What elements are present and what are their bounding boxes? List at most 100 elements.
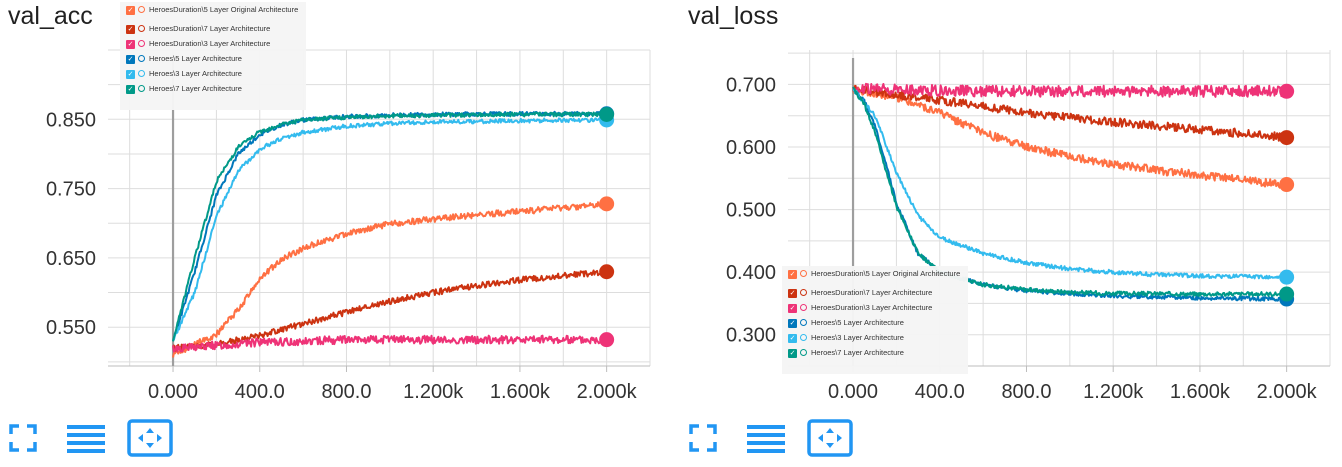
x-tick-label: 1.600k bbox=[490, 381, 551, 403]
x-tick-label: 1.600k bbox=[1170, 381, 1231, 403]
circle-icon bbox=[138, 55, 145, 62]
y-tick-label: 0.500 bbox=[726, 200, 776, 222]
y-tick-label: 0.750 bbox=[46, 179, 96, 201]
y-tick-label: 0.400 bbox=[726, 262, 776, 284]
checkbox-icon[interactable]: ✓ bbox=[788, 349, 797, 358]
legend-label: Heroes\7 Layer Architecture bbox=[149, 84, 242, 93]
checkbox-icon[interactable]: ✓ bbox=[126, 55, 135, 64]
x-tick-label: 1.200k bbox=[403, 381, 464, 403]
circle-icon bbox=[138, 25, 145, 32]
y-tick-label: 0.300 bbox=[726, 325, 776, 347]
series-end-point[interactable] bbox=[1279, 130, 1295, 146]
series-line bbox=[852, 82, 1288, 98]
data-series-list-icon bbox=[67, 425, 105, 453]
series-line bbox=[852, 84, 1288, 142]
x-tick-label: 400.0 bbox=[915, 381, 965, 403]
series-line bbox=[172, 334, 607, 353]
x-tick-label: 0.000 bbox=[828, 381, 878, 403]
series-end-point[interactable] bbox=[599, 332, 615, 348]
chart-title: val_loss bbox=[688, 2, 779, 30]
chart-legend: ✓ HeroesDuration\5 Layer Original Archite… bbox=[120, 2, 306, 110]
data-series-list-icon bbox=[747, 425, 785, 453]
series-end-point[interactable] bbox=[599, 264, 615, 280]
circle-icon bbox=[800, 270, 807, 277]
series-line bbox=[852, 86, 1288, 297]
circle-icon bbox=[800, 304, 807, 311]
fullscreen-icon bbox=[9, 424, 37, 452]
series-end-point[interactable] bbox=[599, 106, 615, 122]
legend-item[interactable]: ✓ HeroesDuration\7 Layer Architecture bbox=[126, 24, 300, 39]
circle-icon bbox=[800, 334, 807, 341]
fit-domain-button[interactable] bbox=[806, 416, 854, 460]
legend-label: Heroes\7 Layer Architecture bbox=[811, 348, 904, 357]
series-end-point[interactable] bbox=[1279, 177, 1295, 193]
series-line bbox=[852, 84, 1288, 189]
checkbox-icon[interactable]: ✓ bbox=[126, 70, 135, 79]
x-tick-label: 800.0 bbox=[321, 381, 371, 403]
series-line bbox=[172, 200, 608, 358]
y-tick-label: 0.650 bbox=[46, 248, 96, 270]
legend-label: Heroes\3 Layer Architecture bbox=[811, 333, 904, 342]
checkbox-icon[interactable]: ✓ bbox=[788, 334, 797, 343]
legend-item[interactable]: ✓ Heroes\7 Layer Architecture bbox=[788, 348, 962, 363]
x-tick-label: 1.200k bbox=[1083, 381, 1144, 403]
y-tick-label: 0.850 bbox=[46, 109, 96, 131]
toggle-data-series-button[interactable] bbox=[746, 416, 786, 460]
series-end-point[interactable] bbox=[599, 196, 615, 212]
fit-domain-icon bbox=[127, 419, 173, 457]
chart-plot-val-acc[interactable]: 0.550 0.650 0.750 0.850 0.000 400.0 800.0 1.200… bbox=[0, 0, 660, 410]
chart-panel-val-loss: 0.300 0.400 0.500 0.600 0.700 0.000 400.0 800.0… bbox=[680, 0, 1340, 467]
circle-icon bbox=[138, 40, 145, 47]
series-group bbox=[852, 82, 1288, 302]
chart-legend: ✓ HeroesDuration\5 Layer Original Archite… bbox=[782, 266, 968, 374]
checkbox-icon[interactable]: ✓ bbox=[126, 25, 135, 34]
series-end-point[interactable] bbox=[1279, 269, 1295, 285]
checkbox-icon[interactable]: ✓ bbox=[788, 304, 797, 313]
legend-label: HeroesDuration\5 Layer Original Architec… bbox=[811, 269, 961, 278]
legend-label: Heroes\5 Layer Architecture bbox=[811, 318, 904, 327]
fullscreen-button[interactable] bbox=[6, 416, 40, 460]
checkbox-icon[interactable]: ✓ bbox=[788, 270, 797, 279]
checkbox-icon[interactable]: ✓ bbox=[126, 85, 135, 94]
series-end-point[interactable] bbox=[1279, 83, 1295, 99]
checkbox-icon[interactable]: ✓ bbox=[788, 289, 797, 298]
legend-label: HeroesDuration\5 Layer Original Architec… bbox=[149, 5, 299, 14]
legend-item[interactable]: ✓ HeroesDuration\5 Layer Original Archite… bbox=[788, 269, 962, 288]
legend-label: HeroesDuration\3 Layer Architecture bbox=[811, 303, 933, 312]
fit-domain-button[interactable] bbox=[126, 416, 174, 460]
legend-item[interactable]: ✓ HeroesDuration\5 Layer Original Archite… bbox=[126, 5, 300, 24]
y-tick-label: 0.600 bbox=[726, 137, 776, 159]
chart-panel-val-acc: 0.550 0.650 0.750 0.850 0.000 400.0 800.0 1.200… bbox=[0, 0, 660, 467]
circle-icon bbox=[138, 85, 145, 92]
fullscreen-button[interactable] bbox=[686, 416, 720, 460]
y-tick-label: 0.700 bbox=[726, 74, 776, 96]
legend-label: Heroes\5 Layer Architecture bbox=[149, 54, 242, 63]
y-tick-label: 0.550 bbox=[46, 317, 96, 339]
fit-domain-icon bbox=[807, 419, 853, 457]
toggle-data-series-button[interactable] bbox=[66, 416, 106, 460]
fullscreen-icon bbox=[689, 424, 717, 452]
checkbox-icon[interactable]: ✓ bbox=[126, 40, 135, 49]
series-end-point[interactable] bbox=[1279, 286, 1295, 302]
x-tick-label: 2.000k bbox=[1257, 381, 1318, 403]
circle-icon bbox=[800, 349, 807, 356]
checkbox-icon[interactable]: ✓ bbox=[788, 319, 797, 328]
chart-title: val_acc bbox=[8, 2, 93, 30]
checkbox-icon[interactable]: ✓ bbox=[126, 6, 135, 15]
legend-item[interactable]: ✓ HeroesDuration\7 Layer Architecture bbox=[788, 288, 962, 303]
legend-item[interactable]: ✓ Heroes\7 Layer Architecture bbox=[126, 84, 300, 99]
legend-item[interactable]: ✓ HeroesDuration\3 Layer Architecture bbox=[788, 303, 962, 318]
chart-toolbar bbox=[0, 416, 200, 460]
legend-item[interactable]: ✓ Heroes\5 Layer Architecture bbox=[788, 318, 962, 333]
legend-item[interactable]: ✓ Heroes\5 Layer Architecture bbox=[126, 54, 300, 69]
series-line bbox=[852, 88, 1288, 280]
legend-label: HeroesDuration\7 Layer Architecture bbox=[811, 288, 933, 297]
legend-item[interactable]: ✓ Heroes\3 Layer Architecture bbox=[788, 333, 962, 348]
legend-item[interactable]: ✓ Heroes\3 Layer Architecture bbox=[126, 69, 300, 84]
x-tick-label: 400.0 bbox=[235, 381, 285, 403]
chart-plot-val-loss[interactable]: 0.300 0.400 0.500 0.600 0.700 0.000 400.0 800.0… bbox=[680, 0, 1340, 410]
x-tick-label: 0.000 bbox=[148, 381, 198, 403]
x-tick-label: 2.000k bbox=[577, 381, 638, 403]
legend-label: HeroesDuration\7 Layer Architecture bbox=[149, 24, 271, 33]
legend-item[interactable]: ✓ HeroesDuration\3 Layer Architecture bbox=[126, 39, 300, 54]
